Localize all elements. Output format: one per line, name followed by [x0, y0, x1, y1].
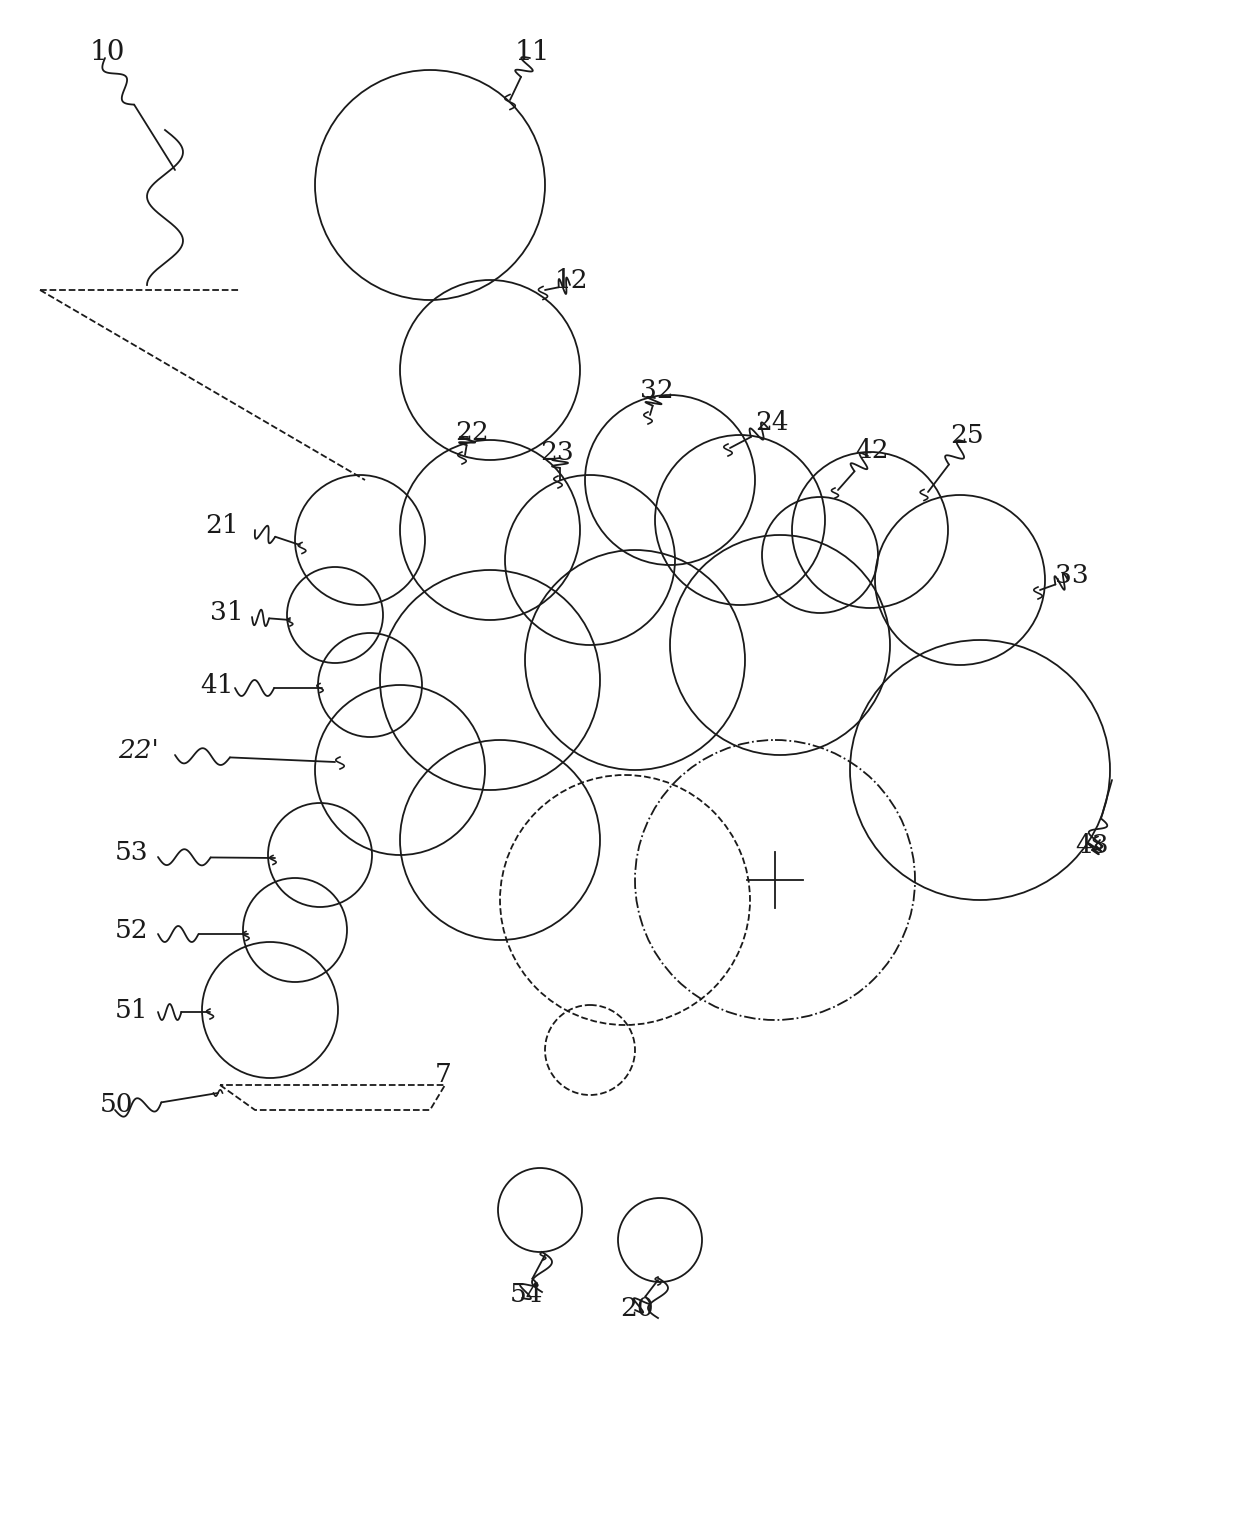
Text: 54: 54	[510, 1282, 543, 1307]
Text: 31: 31	[210, 599, 243, 625]
Text: 22': 22'	[118, 737, 159, 763]
Text: 51: 51	[115, 997, 149, 1022]
Text: 53: 53	[115, 840, 149, 864]
Text: 50: 50	[100, 1092, 134, 1117]
Text: 12: 12	[556, 268, 589, 293]
Text: 32: 32	[640, 377, 673, 403]
Text: 52: 52	[115, 918, 149, 942]
Text: 11: 11	[515, 38, 551, 66]
Text: 25: 25	[950, 423, 983, 447]
Text: 22: 22	[455, 420, 489, 444]
Text: 42: 42	[856, 438, 889, 463]
Text: 43: 43	[1075, 832, 1109, 858]
Text: 20: 20	[620, 1296, 653, 1321]
Text: 7: 7	[435, 1063, 451, 1088]
Text: 24: 24	[755, 409, 789, 435]
Text: 41: 41	[200, 673, 233, 697]
Text: 10: 10	[91, 38, 125, 66]
Text: 21: 21	[205, 513, 238, 538]
Text: 33: 33	[1055, 562, 1089, 587]
Text: 23: 23	[539, 440, 574, 464]
